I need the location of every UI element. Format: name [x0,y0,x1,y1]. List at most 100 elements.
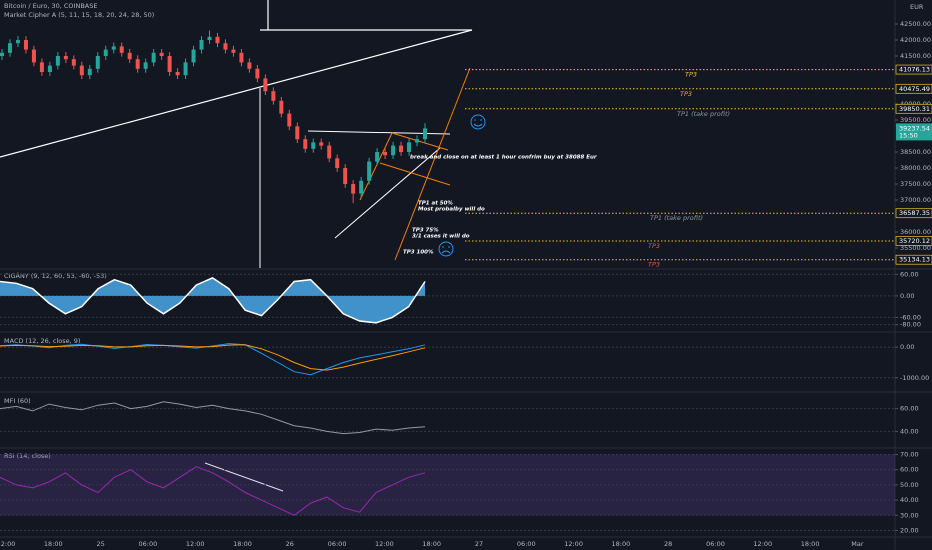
candle-body [135,59,140,69]
candle-body [71,59,76,66]
candle-body [311,142,316,149]
level-note: TP3 [685,71,697,79]
chart-subtitle: Market Cipher A (5, 11, 15, 18, 20, 24, … [4,11,154,19]
candle-body [159,52,164,56]
y-tick-label: 60.00 [900,466,919,474]
candle-body [151,52,156,63]
line [0,466,426,516]
y-tick-label: 60.00 [900,270,919,278]
annotation: Most probalby will do [418,207,485,213]
level-box [895,254,932,265]
x-tick-label: 06:00 [139,540,158,548]
y-tick-label: -80.00 [900,321,921,329]
x-tick-label: 25 [96,540,104,548]
y-tick-label: 60.00 [900,405,919,413]
candle-body [223,43,228,50]
candle-body [119,46,124,53]
y-axis-label: EUR [910,3,924,11]
candle-body [87,68,92,76]
x-tick-label: 18:00 [233,540,252,548]
candle-body [415,139,420,143]
pane-title: MACD (12, 26, close, 9) [4,337,80,345]
candle-body [167,56,172,72]
level-note: TP3 [648,242,660,250]
y-tick-label: 36000.00 [900,228,931,236]
y-tick-label: 50.00 [900,481,919,489]
level-price: 35720.12 [899,237,930,245]
level-box [895,103,932,114]
candle-body [199,40,204,50]
candle-body [63,56,68,60]
annotation: TP3 75% [412,228,439,234]
x-tick-label: 06:00 [328,540,347,548]
candle-body [0,52,4,56]
candle-body [31,49,36,63]
last-price: 39237.54 [899,124,930,132]
candle-body [23,40,28,50]
level-price: 36587.35 [899,209,930,217]
y-tick-label: 0.00 [900,292,914,300]
candle-body [263,78,268,92]
area-edge [0,277,426,324]
level-box [895,208,932,219]
chart-title: Bitcoin / Euro, 30, COINBASE [4,2,97,10]
candle-body [359,180,364,194]
y-tick-label: 40.00 [900,496,919,504]
candle-body [375,152,380,162]
candle-body [351,184,356,194]
candle-body [287,113,292,127]
candle-body [207,36,212,40]
candle-body [343,168,348,184]
x-tick-label: 18:00 [44,540,63,548]
level-price: 40475.49 [899,85,930,93]
candle-body [39,62,44,72]
x-tick-label: Mar [851,540,864,548]
candle-body [303,139,308,149]
last-price-box [896,123,932,141]
y-tick-label: -60.00 [900,313,921,321]
y-tick-label: 41500.00 [900,52,931,60]
candle-body [127,52,132,60]
line [0,401,426,435]
y-tick-label: 70.00 [900,451,919,459]
candle-body [47,65,52,72]
x-tick-label: 26 [286,540,294,548]
candle-body [255,68,260,79]
annotation: 3/1 cases it will do [412,234,470,240]
y-tick-label: -1000.00 [900,374,929,382]
candle-body [15,40,20,44]
level-note: TP3 [680,90,692,98]
x-tick-label: 12:00 [375,540,394,548]
candle-body [215,36,220,44]
pane-title: MFI (60) [4,397,31,405]
candle-body [95,56,100,69]
candle-body [399,145,404,152]
candle-body [279,100,284,114]
level-price: 41076.13 [899,66,930,74]
line [0,343,426,376]
candle-body [175,72,180,76]
level-price: 39850.31 [899,105,930,113]
y-tick-label: 30.00 [900,511,919,519]
line [0,344,426,371]
x-tick-label: 12:00 [0,540,15,548]
level-note: TP1 (take profit) [677,110,730,118]
y-tick-label: 42500.00 [900,20,931,28]
candle-body [191,49,196,63]
pane-title: RSI (14, close) [4,452,51,460]
candle-body [319,142,324,146]
y-tick-label: 42000.00 [900,36,931,44]
candle-body [111,46,116,50]
annotation: break and close on at least 1 hour confr… [410,155,597,161]
x-tick-label: 06:00 [517,540,536,548]
y-tick-label: 37500.00 [900,180,931,188]
x-tick-label: 18:00 [801,540,820,548]
countdown: 15:50 [899,131,918,139]
y-tick-label: 38500.00 [900,148,931,156]
level-box [895,236,932,246]
y-tick-label: 35500.00 [900,244,931,252]
y-tick-label: 38000.00 [900,164,931,172]
